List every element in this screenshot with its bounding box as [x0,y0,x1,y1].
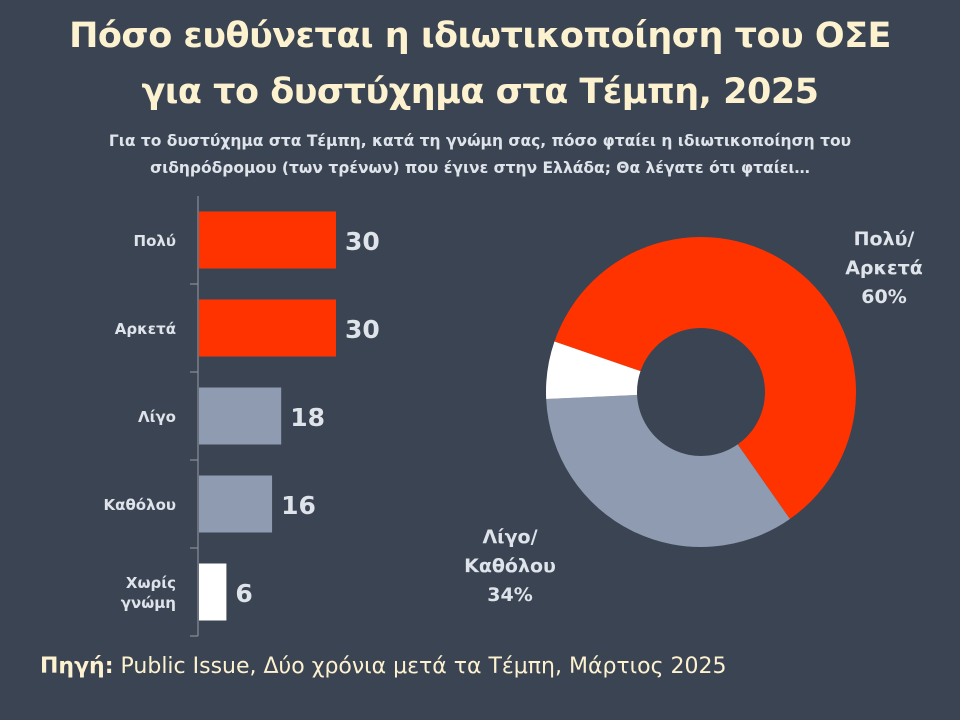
source-note: Πηγή: Public Issue, Δύο χρόνια μετά τα Τ… [40,654,726,679]
source-label: Πηγή: [40,654,114,679]
donut-slice-label: 34% [487,584,532,606]
donut-slice-label: Αρκετά [845,257,923,279]
source-text: Public Issue, Δύο χρόνια μετά τα Τέμπη, … [121,654,727,679]
bar-value-label: 6 [235,579,252,608]
bar-chart: 30 Πολύ 30 Αρκετά 18 Λίγο 16 Καθόλου 6 Χωρίς γνώμη… [0,0,960,720]
bar-value-label: 16 [281,491,316,520]
category-label: Λίγο [138,408,176,426]
bar [199,476,272,533]
bar [199,388,281,445]
bar-value-label: 30 [345,315,380,344]
bar-value-label: 30 [345,227,380,256]
category-label: γνώμη [121,594,176,612]
category-label: Αρκετά [115,320,176,338]
donut-slice-label: 60% [861,286,906,308]
donut-slice-label: Καθόλου [464,555,556,577]
category-label: Καθόλου [104,496,176,514]
category-label: Χωρίς [126,574,176,592]
bar [199,564,226,621]
bar [199,300,336,357]
donut-slice-label: Λίγο/ [482,526,537,548]
category-label: Πολύ [134,232,176,250]
donut-slice-label: Πολύ/ [854,228,915,250]
bar-value-label: 18 [290,403,325,432]
donut-slice [546,395,790,547]
bar [199,212,336,269]
